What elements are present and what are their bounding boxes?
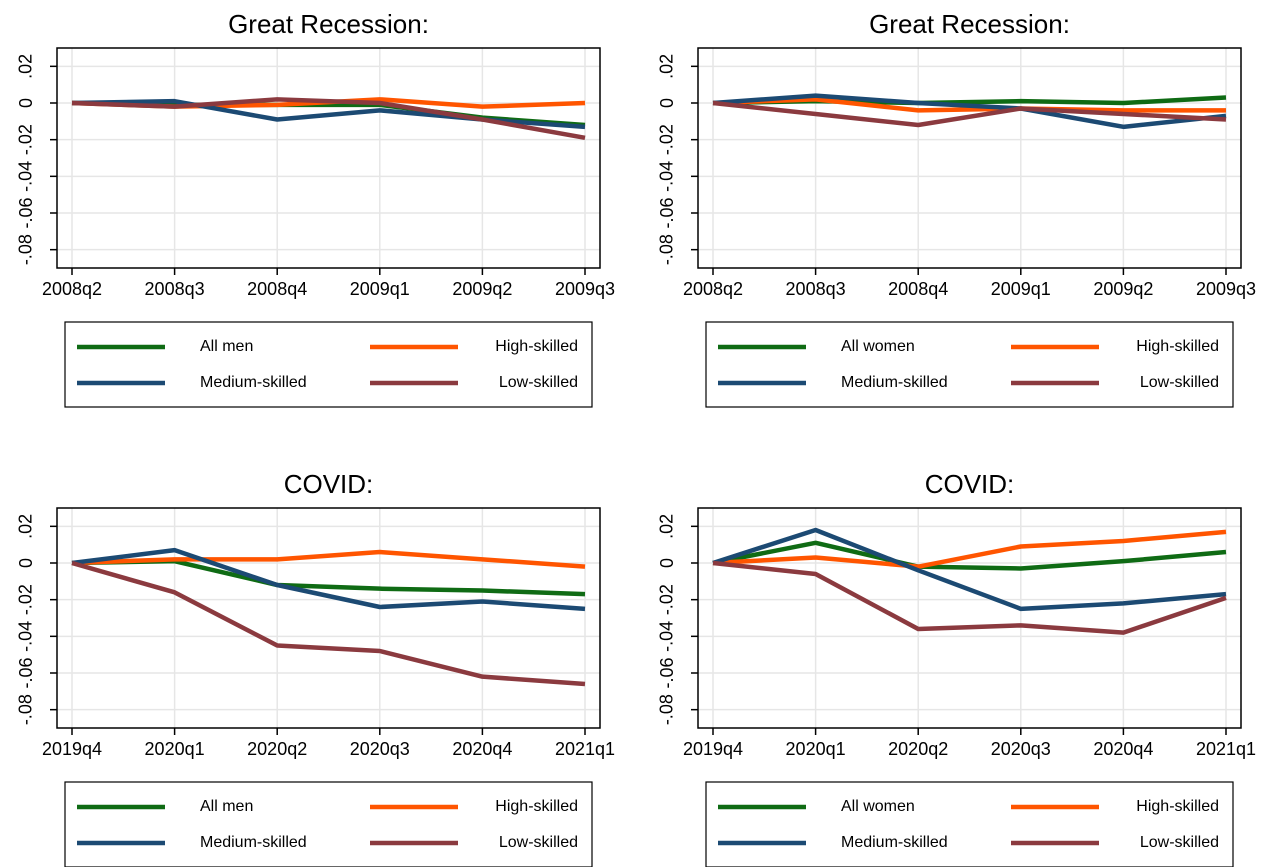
series-line bbox=[712, 93, 1227, 130]
series-line bbox=[71, 558, 586, 597]
series-line bbox=[712, 97, 1226, 113]
series-line bbox=[71, 549, 586, 569]
y-tick-label: -.04 bbox=[657, 621, 677, 652]
y-tick-label: -.04 bbox=[657, 161, 677, 192]
y-tick-label: .02 bbox=[657, 54, 677, 79]
series-line bbox=[712, 100, 1227, 128]
y-tick-label: 0 bbox=[657, 98, 677, 108]
y-tick-label: -.06 bbox=[16, 657, 36, 688]
x-tick-label: 2019q4 bbox=[42, 739, 102, 759]
series-line bbox=[71, 97, 586, 141]
chart-title: Great Recession: bbox=[869, 9, 1070, 39]
plot-frame bbox=[56, 47, 601, 269]
series-line bbox=[712, 529, 1227, 569]
legend-label: Low-skilled bbox=[1140, 374, 1219, 391]
y-tick-label: .02 bbox=[657, 514, 677, 539]
y-tick-label: -.06 bbox=[657, 197, 677, 228]
x-tick-label: 2009q2 bbox=[1093, 279, 1153, 299]
x-tick-label: 2020q2 bbox=[888, 739, 948, 759]
plot-frame bbox=[697, 507, 1242, 729]
y-tick-label: -.08 bbox=[16, 234, 36, 265]
y-tick-label: .02 bbox=[16, 54, 36, 79]
legend-box bbox=[705, 321, 1234, 408]
x-tick-label: 2020q1 bbox=[145, 739, 205, 759]
legend-label: Low-skilled bbox=[499, 834, 578, 851]
y-tick-label: -.02 bbox=[657, 584, 677, 615]
plot-frame bbox=[697, 47, 1242, 269]
legend-label: All women bbox=[841, 338, 915, 355]
y-tick-label: -.06 bbox=[657, 657, 677, 688]
x-tick-label: 2020q3 bbox=[350, 739, 410, 759]
legend-box bbox=[64, 321, 593, 408]
y-tick-label: -.02 bbox=[16, 584, 36, 615]
legend-label: Medium-skilled bbox=[200, 834, 307, 851]
series-line bbox=[712, 540, 1227, 571]
y-tick-label: -.06 bbox=[16, 197, 36, 228]
y-tick-label: 0 bbox=[657, 558, 677, 568]
x-tick-label: 2020q4 bbox=[1093, 739, 1153, 759]
legend-label: High-skilled bbox=[495, 798, 578, 815]
legend-label: All women bbox=[841, 798, 915, 815]
x-tick-label: 2008q2 bbox=[42, 279, 102, 299]
legend-label: All men bbox=[200, 798, 253, 815]
y-tick-label: .02 bbox=[16, 514, 36, 539]
x-tick-label: 2008q4 bbox=[247, 279, 307, 299]
x-tick-label: 2009q2 bbox=[452, 279, 512, 299]
y-tick-label: -.04 bbox=[16, 161, 36, 192]
series-line bbox=[71, 547, 586, 612]
y-tick-label: -.08 bbox=[16, 694, 36, 725]
x-tick-label: 2021q1 bbox=[555, 739, 615, 759]
y-tick-label: 0 bbox=[16, 558, 36, 568]
x-tick-label: 2008q3 bbox=[145, 279, 205, 299]
y-tick-label: -.02 bbox=[16, 124, 36, 155]
x-tick-label: 2008q4 bbox=[888, 279, 948, 299]
legend-box bbox=[64, 781, 593, 867]
legend-label: All men bbox=[200, 338, 253, 355]
legend-label: High-skilled bbox=[1136, 798, 1219, 815]
legend-label: Low-skilled bbox=[499, 374, 578, 391]
chart-title: Great Recession: bbox=[228, 9, 429, 39]
chart-title: COVID: bbox=[925, 469, 1015, 499]
x-tick-label: 2009q1 bbox=[350, 279, 410, 299]
legend-label: Medium-skilled bbox=[841, 374, 948, 391]
series-line bbox=[712, 527, 1227, 612]
legend-box bbox=[705, 781, 1234, 867]
chart-title: COVID: bbox=[284, 469, 374, 499]
series-line bbox=[712, 560, 1227, 635]
legend-label: Low-skilled bbox=[1140, 834, 1219, 851]
x-tick-label: 2021q1 bbox=[1196, 739, 1256, 759]
x-tick-label: 2020q2 bbox=[247, 739, 307, 759]
x-tick-label: 2020q4 bbox=[452, 739, 512, 759]
legend-label: High-skilled bbox=[1136, 338, 1219, 355]
legend-label: High-skilled bbox=[495, 338, 578, 355]
x-tick-label: 2009q3 bbox=[1196, 279, 1256, 299]
x-tick-label: 2008q2 bbox=[683, 279, 743, 299]
y-tick-label: -.08 bbox=[657, 694, 677, 725]
plot-frame bbox=[56, 507, 601, 729]
x-tick-label: 2019q4 bbox=[683, 739, 743, 759]
x-tick-label: 2009q1 bbox=[991, 279, 1051, 299]
legend-label: Medium-skilled bbox=[200, 374, 307, 391]
x-tick-label: 2020q3 bbox=[991, 739, 1051, 759]
series-line bbox=[71, 560, 586, 687]
y-tick-label: -.02 bbox=[657, 124, 677, 155]
y-tick-label: -.04 bbox=[16, 621, 36, 652]
x-tick-label: 2020q1 bbox=[786, 739, 846, 759]
x-tick-label: 2008q3 bbox=[786, 279, 846, 299]
y-tick-label: -.08 bbox=[657, 234, 677, 265]
y-tick-label: 0 bbox=[16, 98, 36, 108]
legend-label: Medium-skilled bbox=[841, 834, 948, 851]
x-tick-label: 2009q3 bbox=[555, 279, 615, 299]
